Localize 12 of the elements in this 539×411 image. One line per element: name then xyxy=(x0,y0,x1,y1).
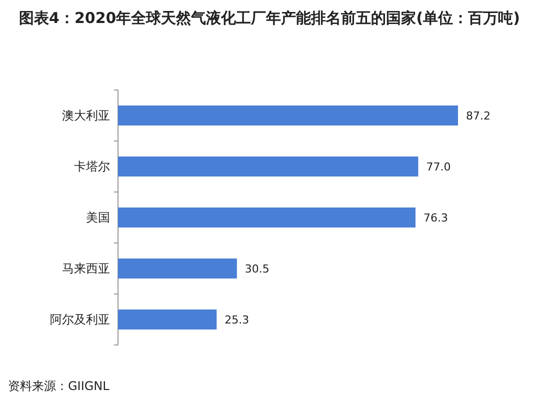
data-label: 76.3 xyxy=(424,212,448,224)
data-label: 77.0 xyxy=(426,160,451,174)
data-label: 87.2 xyxy=(466,110,490,122)
y-tick-label: 美国 xyxy=(86,210,110,224)
y-tick-label: 马来西亚 xyxy=(62,262,110,276)
title: 图表4：2020年全球天然气液化工厂年产能排名前五的国家(单位：百万吨) xyxy=(18,8,521,29)
y-tick-label: 澳大利亚 xyxy=(62,108,110,122)
annotation: 资料来源：GIIGNL xyxy=(8,378,110,395)
y-tick-label: 阿尔及利亚 xyxy=(50,312,110,326)
y-tick-label: 卡塔尔 xyxy=(74,160,110,174)
data-label: 25.3 xyxy=(224,314,250,326)
data-label: 30.5 xyxy=(244,262,270,276)
